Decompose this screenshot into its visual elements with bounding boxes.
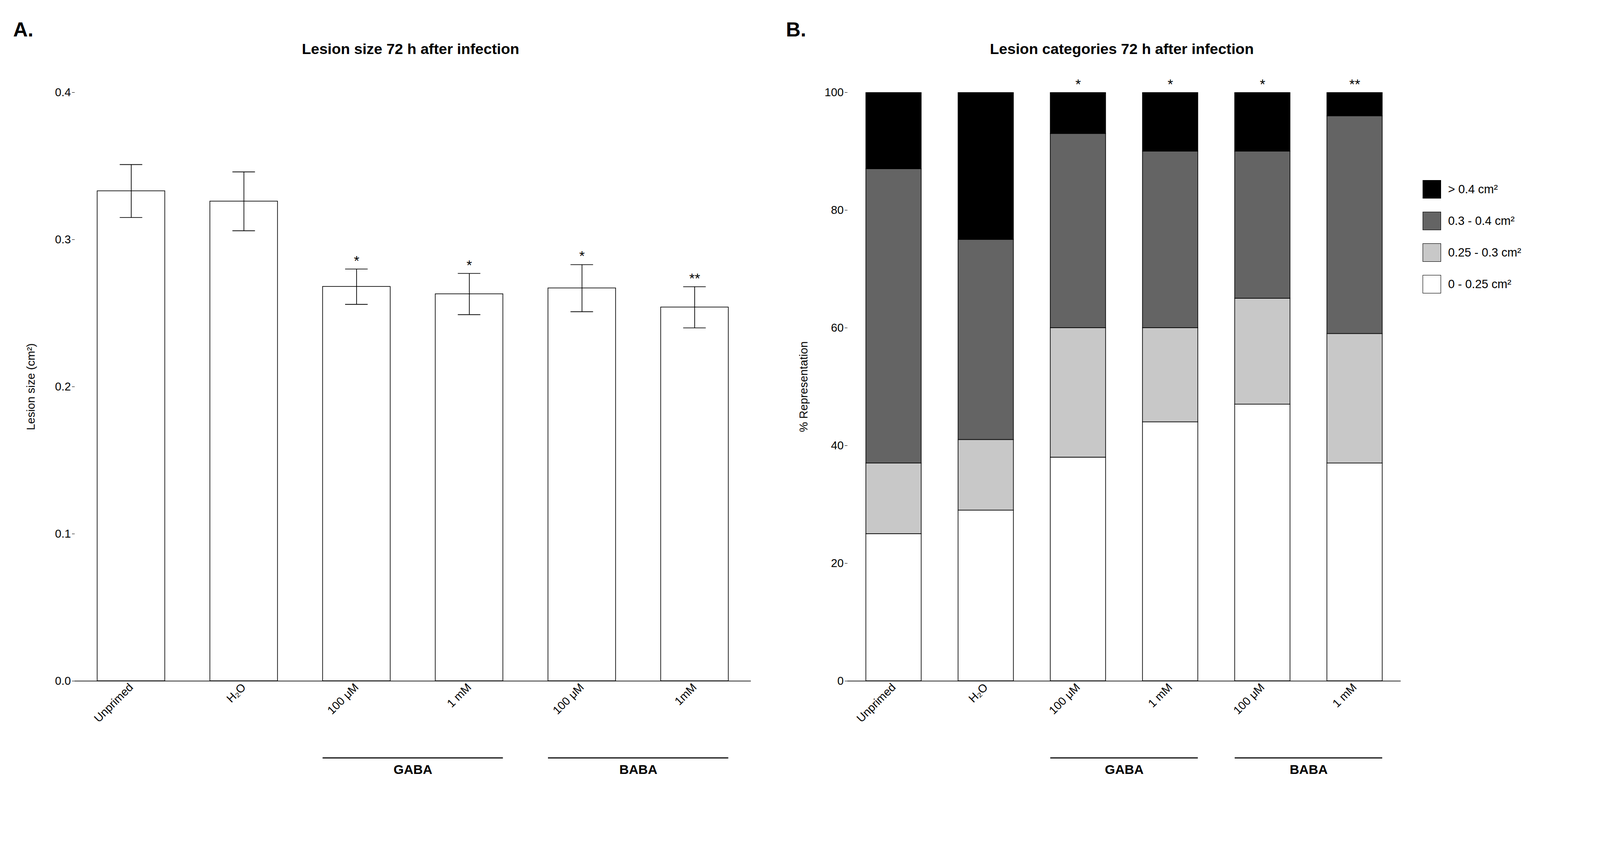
svg-text:60: 60	[831, 320, 844, 335]
svg-text:BABA: BABA	[1289, 761, 1328, 777]
svg-text:GABA: GABA	[1104, 761, 1144, 777]
svg-text:80: 80	[831, 203, 844, 217]
svg-text:Unprimed: Unprimed	[91, 680, 136, 725]
svg-text:0.2: 0.2	[54, 379, 71, 393]
svg-text:100 μM: 100 μM	[324, 680, 361, 717]
html-text:> 0.4 cm²: > 0.4 cm²	[1448, 182, 1498, 196]
svg-text:0: 0	[837, 673, 844, 688]
svg-text:H₂O: H₂O	[223, 680, 249, 705]
svg-text:*: *	[353, 252, 360, 269]
svg-text:*: *	[579, 248, 585, 264]
svg-text:Unprimed: Unprimed	[854, 680, 899, 725]
svg-text:H₂O: H₂O	[965, 680, 991, 705]
svg-text:**: **	[1349, 76, 1361, 93]
svg-text:BABA: BABA	[619, 761, 658, 777]
svg-text:% Representation: % Representation	[796, 341, 811, 433]
html-text:Lesion categories 72 h after i: Lesion categories 72 h after infection	[989, 40, 1254, 58]
svg-text:1 mM: 1 mM	[1329, 680, 1359, 710]
html-text:0.25 - 0.3 cm²: 0.25 - 0.3 cm²	[1448, 245, 1522, 259]
svg-text:*: *	[466, 257, 473, 274]
svg-text:100 μM: 100 μM	[1230, 680, 1268, 717]
svg-text:1 mM: 1 mM	[444, 680, 474, 710]
svg-text:40: 40	[831, 438, 844, 452]
svg-text:0.3: 0.3	[54, 232, 71, 246]
svg-text:*: *	[1075, 76, 1081, 93]
svg-text:1 mM: 1 mM	[1145, 680, 1175, 710]
svg-text:**: **	[689, 270, 701, 287]
html-text:Lesion size 72 h after infecti: Lesion size 72 h after infection	[301, 40, 520, 58]
svg-text:*: *	[1167, 76, 1173, 93]
svg-text:1mM: 1mM	[671, 680, 700, 708]
html-text:0 - 0.25 cm²: 0 - 0.25 cm²	[1448, 277, 1512, 291]
svg-text:0.4: 0.4	[54, 85, 71, 99]
html-text:A.: A.	[13, 18, 34, 41]
html-text:B.: B.	[785, 18, 807, 41]
svg-text:100: 100	[824, 85, 844, 99]
svg-text:0.1: 0.1	[54, 526, 71, 541]
svg-text:100 μM: 100 μM	[550, 680, 587, 717]
html-text:0.3 - 0.4 cm²: 0.3 - 0.4 cm²	[1448, 214, 1515, 228]
svg-text:*: *	[1259, 76, 1265, 93]
svg-text:Lesion size (cm²): Lesion size (cm²)	[24, 343, 38, 431]
svg-text:100 μM: 100 μM	[1046, 680, 1083, 717]
svg-text:0.0: 0.0	[54, 673, 71, 688]
svg-text:20: 20	[831, 556, 844, 570]
svg-text:GABA: GABA	[393, 761, 433, 777]
